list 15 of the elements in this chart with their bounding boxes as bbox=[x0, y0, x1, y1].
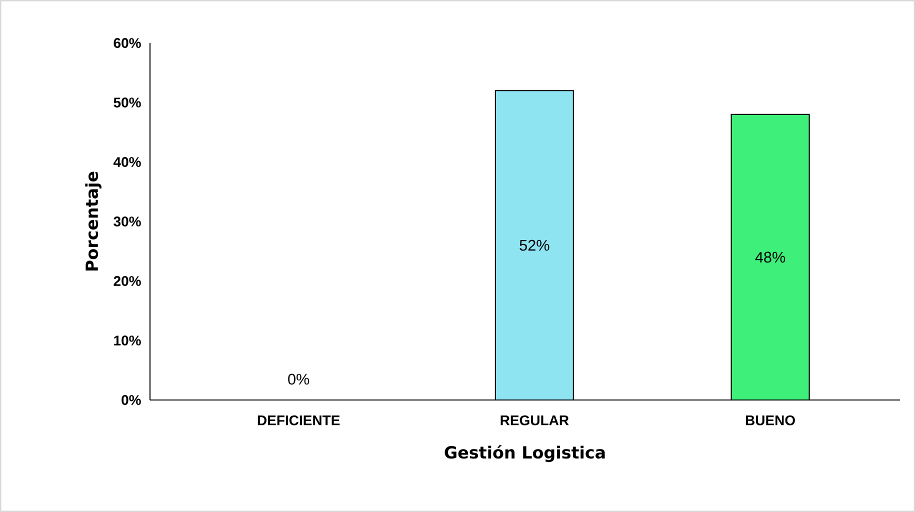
y-axis-title: Porcentaje bbox=[85, 172, 102, 271]
x-tick-label: REGULAR bbox=[500, 415, 569, 426]
x-tick-label: DEFICIENTE bbox=[258, 415, 340, 426]
y-tick-label: 10% bbox=[114, 336, 141, 346]
x-axis-title: Gestión Logistica bbox=[444, 445, 605, 462]
x-tick-label: BUENO bbox=[746, 415, 795, 426]
y-tick-label: 20% bbox=[114, 276, 141, 286]
data-label: 48% bbox=[755, 252, 786, 263]
data-label: 52% bbox=[520, 240, 550, 251]
y-tick-label: 50% bbox=[114, 98, 141, 108]
y-tick-label: 60% bbox=[114, 38, 141, 48]
data-label: 0% bbox=[288, 374, 310, 385]
y-tick-label: 30% bbox=[114, 216, 141, 226]
y-tick-label: 40% bbox=[113, 157, 141, 167]
y-tick-label: 0% bbox=[122, 395, 141, 405]
